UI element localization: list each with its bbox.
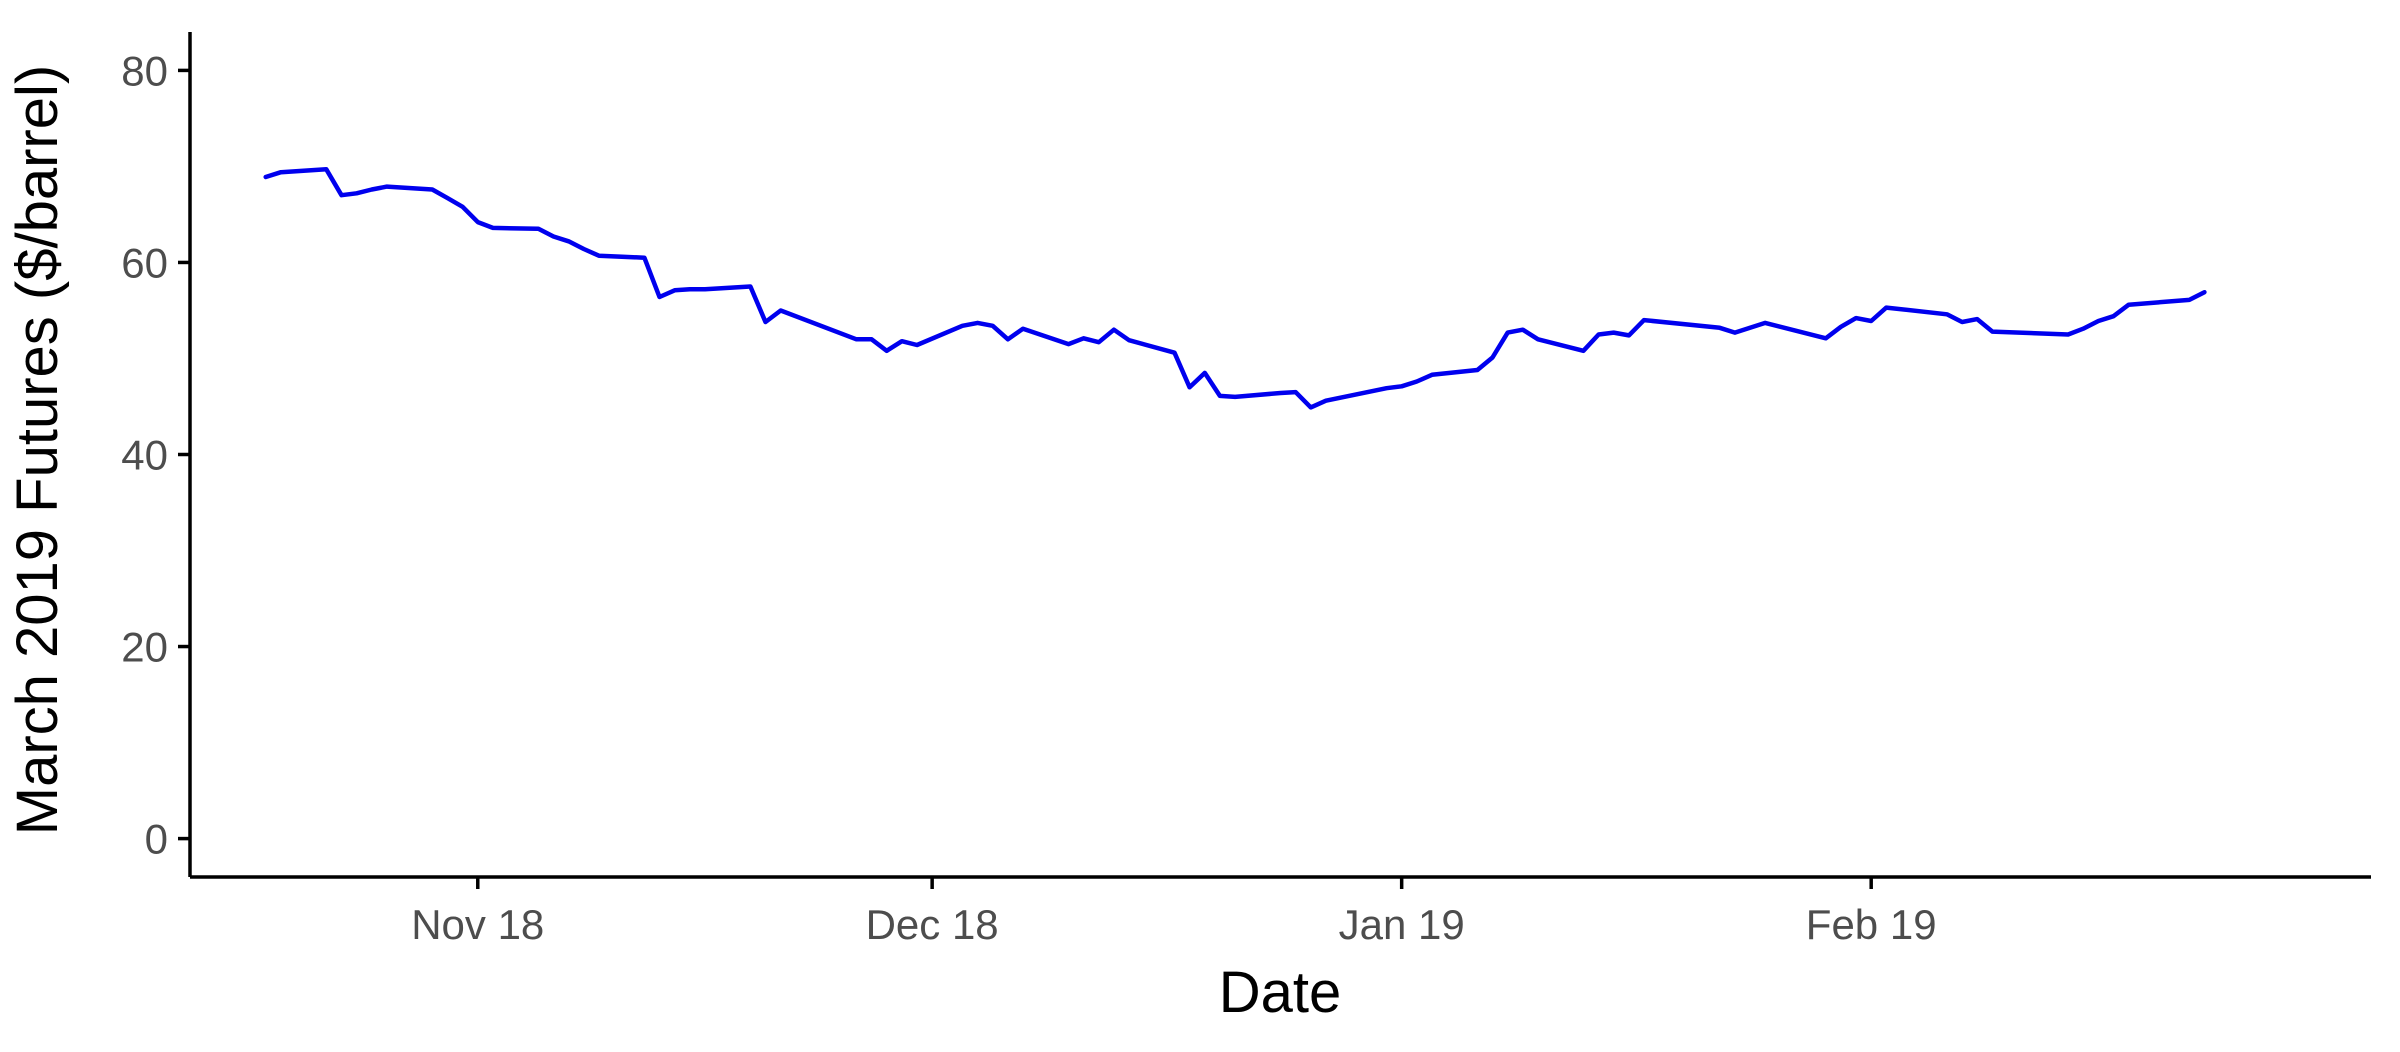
x-tick-label: Nov 18	[411, 901, 544, 948]
x-tick-label: Dec 18	[866, 901, 999, 948]
y-tick-label: 80	[121, 47, 168, 94]
y-tick-label: 20	[121, 624, 168, 671]
series-group	[263, 167, 2207, 410]
y-tick-label: 60	[121, 239, 168, 286]
y-tick-group: 0 20 40 60 80	[121, 47, 190, 863]
x-axis: Nov 18 Dec 18 Jan 19 Feb 19	[190, 875, 2371, 948]
x-axis-title: Date	[1219, 960, 1342, 1025]
series-line	[263, 167, 2207, 410]
y-tick-label: 0	[145, 816, 168, 863]
x-tick-label: Jan 19	[1339, 901, 1465, 948]
x-tick-label: Feb 19	[1806, 901, 1937, 948]
y-axis-title: March 2019 Futures ($/barrel)	[5, 65, 70, 835]
y-axis: 0 20 40 60 80	[121, 32, 192, 877]
x-tick-group: Nov 18 Dec 18 Jan 19 Feb 19	[411, 877, 1937, 948]
y-tick-label: 40	[121, 432, 168, 479]
